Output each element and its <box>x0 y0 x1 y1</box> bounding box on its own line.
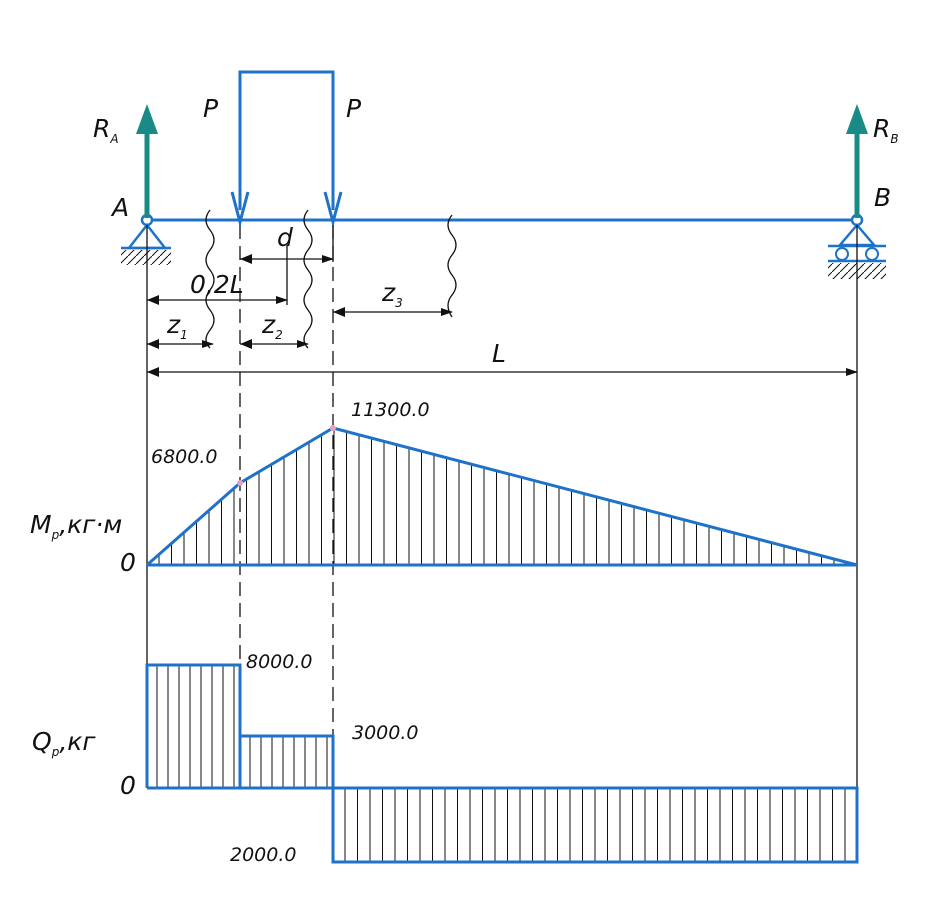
section-line-1 <box>205 209 215 349</box>
label-d: d <box>277 223 293 252</box>
reaction-b-arrow <box>846 104 868 218</box>
moment-value-left: 6800.0 <box>151 446 217 468</box>
shear-outline <box>145 663 859 864</box>
dimension-z1 <box>147 339 214 349</box>
label-z1: z1 <box>166 310 188 342</box>
label-02l: 0,2L <box>190 270 244 299</box>
moment-point-left <box>237 480 243 486</box>
reaction-a-arrow <box>136 104 158 218</box>
moment-point-peak <box>330 425 336 431</box>
shear-zero-label: 0 <box>120 771 136 800</box>
shear-value-2: 3000.0 <box>352 722 418 744</box>
dimension-z2 <box>240 339 309 349</box>
section-line-3 <box>447 214 457 318</box>
label-l: L <box>492 339 506 368</box>
label-a: A <box>110 193 129 222</box>
load-p-frame <box>230 70 343 228</box>
label-rb: RB <box>873 114 899 146</box>
label-p-right: P <box>346 94 362 123</box>
label-ra: RA <box>93 114 119 146</box>
label-z3: z3 <box>381 278 403 310</box>
label-b: B <box>874 183 891 212</box>
shear-value-3: 2000.0 <box>230 844 296 866</box>
dimension-l <box>147 367 858 377</box>
label-p-left: P <box>203 94 219 123</box>
section-line-2 <box>303 209 313 349</box>
shear-hatching <box>156 665 846 862</box>
support-a <box>121 213 171 265</box>
moment-axis-label: Mp,кг·м <box>30 510 122 542</box>
moment-value-peak: 11300.0 <box>351 399 430 421</box>
moment-zero-label: 0 <box>120 548 136 577</box>
moment-curve <box>146 426 858 567</box>
moment-hatching <box>158 428 847 565</box>
label-z2: z2 <box>261 310 283 342</box>
shear-value-1: 8000.0 <box>246 651 312 673</box>
dimension-02l <box>147 295 288 305</box>
dimension-z3 <box>333 307 453 317</box>
shear-axis-label: Qр,кг <box>32 727 96 759</box>
